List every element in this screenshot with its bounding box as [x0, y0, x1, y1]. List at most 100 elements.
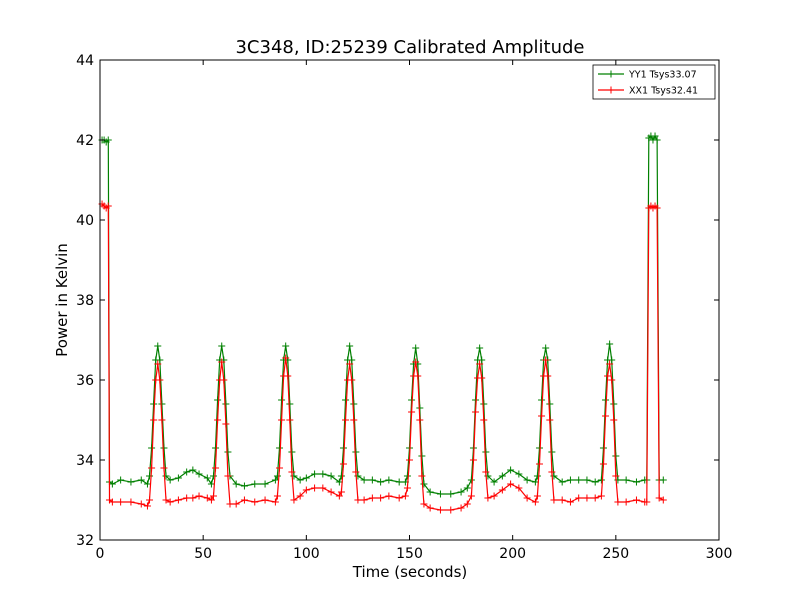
data-point	[606, 340, 614, 348]
data-point	[348, 356, 356, 364]
data-point	[447, 506, 455, 514]
data-point	[566, 476, 574, 484]
data-point	[659, 476, 667, 484]
series-1	[98, 132, 667, 498]
data-point	[548, 468, 556, 476]
data-point	[546, 416, 554, 424]
data-point	[342, 396, 350, 404]
data-point	[472, 408, 480, 416]
data-point	[339, 460, 347, 468]
data-point	[282, 354, 290, 362]
legend-item: XX1 Tsys32.41	[598, 86, 698, 97]
data-point	[282, 342, 290, 350]
data-point	[207, 496, 215, 504]
data-point	[385, 476, 393, 484]
y-tick-label: 38	[76, 293, 94, 309]
data-point	[146, 496, 154, 504]
data-point	[416, 416, 424, 424]
y-tick-label: 44	[76, 53, 94, 69]
data-point	[327, 488, 335, 496]
data-point	[327, 472, 335, 480]
data-point	[558, 496, 566, 504]
data-point	[632, 496, 640, 504]
x-axis-label: Time (seconds)	[352, 563, 468, 581]
y-axis: 32 34 36 38 40 42 44	[76, 53, 719, 549]
data-point	[368, 476, 376, 484]
x-tick-label: 0	[96, 546, 105, 562]
data-point	[346, 342, 354, 350]
data-point	[420, 480, 428, 488]
data-point	[575, 476, 583, 484]
data-point	[154, 360, 162, 368]
data-point	[597, 492, 605, 500]
data-point	[467, 476, 475, 484]
data-point	[203, 474, 211, 482]
data-point	[608, 376, 616, 384]
data-point	[183, 468, 191, 476]
data-point	[156, 376, 164, 384]
data-point	[608, 356, 616, 364]
data-point	[426, 488, 434, 496]
y-tick-label: 32	[76, 533, 94, 549]
data-point	[271, 476, 279, 484]
data-point	[240, 482, 248, 490]
data-point	[337, 472, 345, 480]
data-point	[360, 476, 368, 484]
data-point	[354, 472, 362, 480]
data-point	[395, 478, 403, 486]
data-point	[251, 480, 259, 488]
data-point	[214, 396, 222, 404]
data-point	[273, 472, 281, 480]
data-point	[337, 488, 345, 496]
data-point	[482, 448, 490, 456]
data-point	[207, 480, 215, 488]
data-point	[232, 500, 240, 508]
data-point	[542, 356, 550, 364]
data-point	[651, 132, 659, 140]
data-point	[146, 472, 154, 480]
data-point	[160, 464, 168, 472]
series-2	[98, 200, 667, 514]
data-point	[296, 492, 304, 500]
data-point	[342, 416, 350, 424]
data-point	[203, 494, 211, 502]
data-point	[302, 486, 310, 494]
data-point	[296, 476, 304, 484]
data-point	[544, 372, 552, 380]
data-point	[104, 136, 112, 144]
data-point	[385, 492, 393, 500]
data-point	[288, 448, 296, 456]
data-point	[212, 444, 220, 452]
data-point	[346, 360, 354, 368]
data-point	[610, 416, 618, 424]
data-point	[240, 496, 248, 504]
data-point	[490, 478, 498, 486]
data-point	[224, 448, 232, 456]
data-point	[276, 444, 284, 452]
data-point	[403, 484, 411, 492]
data-point	[226, 500, 234, 508]
data-point	[162, 472, 170, 480]
chart-title: 3C348, ID:25239 Calibrated Amplitude	[235, 37, 584, 58]
x-tick-label: 250	[602, 546, 629, 562]
data-point	[156, 356, 164, 364]
data-point	[108, 480, 116, 488]
data-point	[290, 496, 298, 504]
data-point	[469, 456, 477, 464]
data-point	[183, 494, 191, 502]
data-point	[653, 136, 661, 144]
data-point	[408, 408, 416, 416]
legend: YY1 Tsys33.07 XX1 Tsys32.41	[592, 64, 716, 100]
data-point	[117, 498, 125, 506]
data-point	[127, 478, 135, 486]
data-point	[599, 444, 607, 452]
data-point	[377, 478, 385, 486]
data-point	[498, 486, 506, 494]
data-point	[412, 344, 420, 352]
data-point	[143, 480, 151, 488]
legend-box	[592, 64, 716, 100]
data-point	[482, 468, 490, 476]
data-point	[418, 452, 426, 460]
data-point	[418, 472, 426, 480]
